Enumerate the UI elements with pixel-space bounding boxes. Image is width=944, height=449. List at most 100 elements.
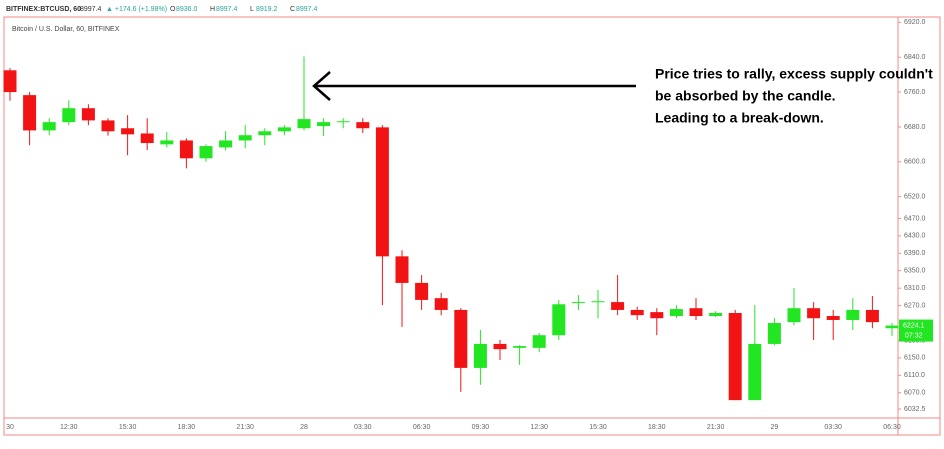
candle-body (81, 108, 95, 121)
y-tick-label: 6680.0 (904, 124, 926, 131)
x-tick-label: 03:30 (824, 424, 842, 431)
candle-body (709, 312, 723, 317)
x-tick-label: 21:30 (236, 424, 254, 431)
candle-body (532, 335, 546, 348)
countdown: 07:32 (905, 332, 923, 339)
candle-body (885, 325, 899, 329)
candle-body (748, 343, 762, 401)
candle-body (650, 312, 664, 319)
candle-body (454, 309, 468, 368)
ohlc-key: C (290, 6, 295, 13)
candle-body (689, 308, 703, 317)
candle-body (23, 95, 37, 131)
y-tick-label: 6310.0 (904, 285, 926, 292)
x-tick-label: 21:30 (707, 424, 725, 431)
candle-body (101, 120, 115, 132)
candle-body (3, 70, 17, 93)
last-price-tag (899, 319, 933, 342)
ohlc-value: 8936.0 (176, 6, 198, 13)
x-tick-label: 15:30 (589, 424, 607, 431)
x-tick-label: 18:30 (178, 424, 196, 431)
candle-body (807, 308, 821, 319)
candle-body (767, 323, 781, 344)
candle-body (728, 312, 742, 401)
annotation-line: Leading to a break-down. (655, 110, 824, 126)
candle-body (571, 302, 585, 304)
y-tick-label: 6070.0 (904, 390, 926, 397)
y-tick-label: 6600.0 (904, 159, 926, 166)
candle-body (591, 301, 605, 303)
arrow (312, 71, 636, 101)
change-value: +174.6 (+1.98%) (115, 6, 167, 13)
candle-body (238, 135, 252, 141)
candle-body (375, 127, 389, 257)
subtitle: Bitcoin / U.S. Dollar, 60, BITFINEX (12, 26, 120, 33)
candle-body (473, 343, 487, 368)
candle-body (669, 309, 683, 317)
x-tick-label: 12:30 (530, 424, 548, 431)
y-tick-label: 6430.0 (904, 233, 926, 240)
candle-body (258, 131, 272, 136)
y-tick-label: 6520.0 (904, 193, 926, 200)
y-tick-label: 6110.0 (904, 372, 925, 379)
y-tick-label: 6150.0 (904, 355, 926, 362)
x-tick-label: 15:30 (119, 424, 137, 431)
ohlc-value: 8997.4 (216, 6, 238, 13)
candle-body (395, 256, 409, 283)
candle-body (42, 122, 56, 131)
last-price: 8997.4 (80, 6, 102, 13)
candle-body (356, 122, 370, 129)
y-tick-label: 6032.5 (904, 406, 926, 413)
ohlc-key: L (250, 6, 254, 13)
candle-body (865, 309, 879, 323)
x-tick-label: 12:30 (60, 424, 78, 431)
arrow-head (312, 71, 331, 101)
y-tick-label: 6470.0 (904, 215, 926, 222)
candle-body (826, 316, 840, 320)
candle-body (434, 298, 448, 310)
candle-body (630, 309, 644, 316)
candle-body (199, 146, 213, 159)
candle-body (846, 309, 860, 320)
candle-body (140, 133, 154, 144)
ohlc-value: 8919.2 (256, 6, 278, 13)
change: ▲ +174.6 (+1.98%) (106, 6, 167, 13)
x-tick-label: 18:30 (648, 424, 666, 431)
x-tick-label: 28 (300, 424, 308, 431)
candle-body (336, 121, 350, 123)
x-tick-label: 29 (771, 424, 779, 431)
candle-body (787, 308, 801, 323)
annotation-line: be absorbed by the candle. (655, 88, 836, 104)
candle-body (62, 108, 76, 123)
x-tick-label: 06:30 (413, 424, 431, 431)
candle-body (179, 140, 193, 159)
candle-body (513, 346, 527, 348)
candle-body (611, 302, 625, 310)
x-tick-label: 30 (6, 424, 14, 431)
last-price-label: 6224.1 (903, 322, 925, 329)
candle-body (493, 343, 507, 350)
symbol: BITFINEX:BTCUSD, 60 (6, 6, 81, 13)
ohlc-key: O (170, 6, 176, 13)
y-tick-label: 6270.0 (904, 302, 926, 309)
candle-body (277, 127, 291, 132)
y-tick-label: 6760.0 (904, 89, 926, 96)
y-tick-label: 6390.0 (904, 250, 926, 257)
y-tick-label: 6920.0 (904, 19, 926, 26)
y-tick-label: 6350.0 (904, 268, 926, 275)
candle-body (160, 140, 174, 145)
candle-body (552, 304, 566, 336)
y-tick-label: 6840.0 (904, 54, 926, 61)
x-tick-label: 06:30 (883, 424, 901, 431)
header: BITFINEX:BTCUSD, 60 8997.4 ▲ +174.6 (+1.… (6, 6, 318, 13)
frame (3, 16, 941, 436)
candle-body (121, 128, 135, 135)
candle-body (317, 122, 331, 127)
candle-body (297, 119, 311, 129)
candle-body (415, 282, 429, 300)
candle-body (219, 140, 233, 148)
ohlc-key: H (210, 6, 215, 13)
x-tick-label: 09:30 (472, 424, 490, 431)
